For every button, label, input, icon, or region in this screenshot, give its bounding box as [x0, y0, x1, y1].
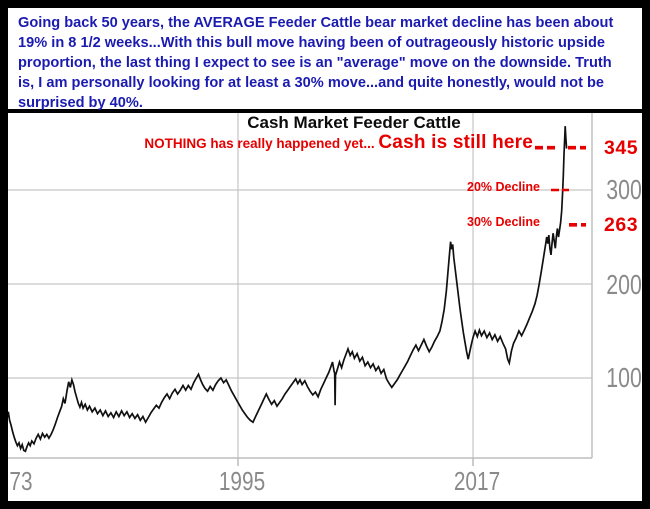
commentary-line: proportion, the last thing I expect to s… [18, 54, 612, 71]
y-label-345: 345 [604, 137, 639, 159]
x-axis-tick-1973: 73 [9, 466, 33, 496]
x-axis-tick-1995: 1995 [218, 466, 266, 496]
x-axis-tick-2017: 2017 [453, 466, 501, 496]
nothing-happened-label: NOTHING has really happened yet... [144, 136, 379, 151]
decline-20-label: 20% Decline [467, 180, 540, 194]
chart-panel: Cash Market Feeder Cattle NOTHING has re… [8, 113, 642, 497]
cash-annotation: NOTHING has really happened yet... Cash … [144, 132, 533, 154]
commentary-line: is, I am personally looking for at least… [18, 74, 605, 91]
y-axis-tick-100: 100 [606, 362, 642, 393]
commentary-box: Going back 50 years, the AVERAGE Feeder … [8, 8, 642, 113]
chart-title: Cash Market Feeder Cattle [247, 113, 461, 132]
y-axis-tick-300: 300 [606, 174, 642, 205]
commentary-line: surprised by 40%. [18, 94, 143, 111]
commentary-line: 19% in 8 1/2 weeks...With this bull move… [18, 34, 605, 51]
decline-30-label: 30% Decline [467, 215, 540, 229]
y-label-263: 263 [604, 214, 639, 236]
price-chart-svg [8, 113, 593, 466]
price-line [8, 126, 568, 453]
y-axis-tick-200: 200 [606, 269, 642, 300]
cash-still-here-label: Cash is still here [378, 132, 533, 153]
commentary-line: Going back 50 years, the AVERAGE Feeder … [18, 15, 614, 31]
